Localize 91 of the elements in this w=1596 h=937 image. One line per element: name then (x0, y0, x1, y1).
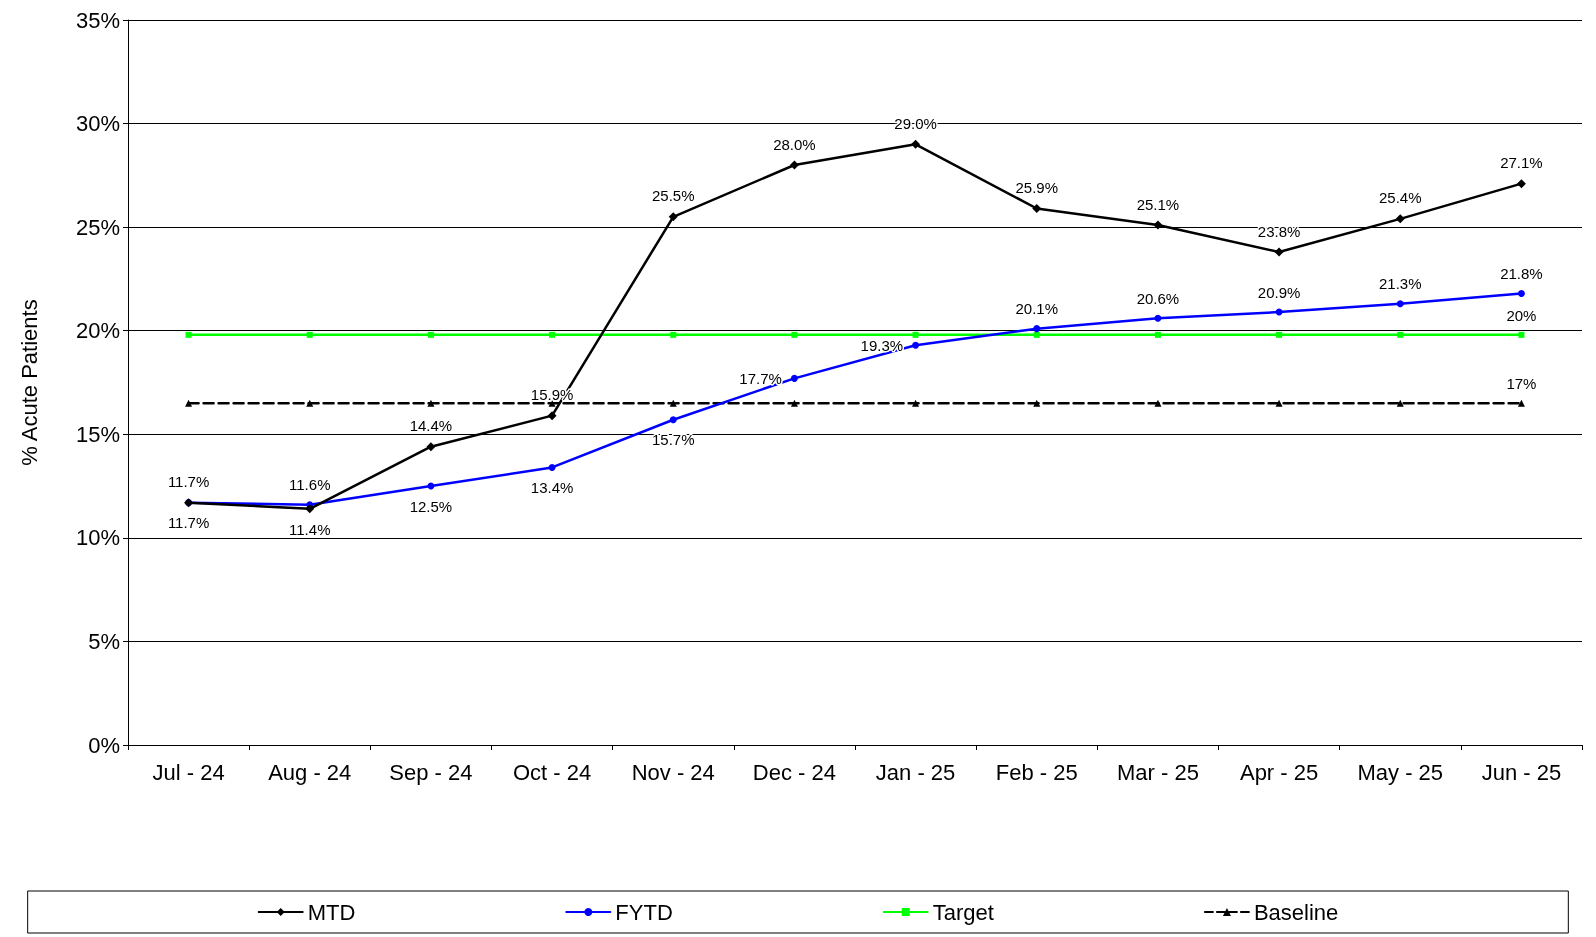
point (912, 399, 920, 407)
y-tick-label: 0% (88, 732, 120, 758)
point (790, 374, 798, 382)
data-label: 20.9% (1257, 283, 1301, 301)
data-label: 14.4% (409, 417, 453, 435)
point (1033, 325, 1041, 333)
point (1276, 331, 1283, 338)
data-label: 12.5% (409, 497, 453, 515)
y-axis-title: % Acute Patients (16, 299, 42, 466)
point (1154, 331, 1161, 338)
legend-label: FYTD (615, 899, 673, 925)
data-label: 21.3% (1378, 275, 1422, 293)
point (669, 399, 677, 407)
x-tick-label: Aug - 24 (268, 759, 352, 785)
data-label: 28.0% (773, 135, 816, 153)
data-label: 11.4% (289, 521, 331, 539)
y-tick-label: 20% (75, 318, 120, 344)
point (670, 331, 677, 338)
point (185, 331, 192, 338)
point (1395, 214, 1405, 224)
legend-label: MTD (307, 899, 356, 925)
data-label: 11.7% (167, 514, 210, 532)
point (1274, 247, 1284, 257)
point (548, 463, 556, 471)
data-label: 19.3% (860, 336, 904, 354)
point (1032, 204, 1042, 213)
point (427, 331, 434, 338)
x-tick-label: Oct - 24 (512, 759, 592, 785)
legend-label: Baseline (1253, 899, 1339, 925)
point (1275, 399, 1283, 407)
point (1396, 300, 1404, 308)
point (790, 399, 798, 407)
y-tick-label: 30% (75, 111, 120, 137)
y-tick-label: 25% (75, 214, 120, 240)
point (1516, 179, 1526, 189)
data-label: 25.1% (1136, 195, 1180, 213)
y-tick-label: 15% (75, 421, 120, 447)
data-label: 23.8% (1257, 222, 1301, 240)
point (791, 331, 798, 338)
data-label: 15.7% (651, 431, 695, 449)
data-label: 17.7% (739, 369, 782, 387)
data-label: 25.4% (1378, 189, 1422, 207)
data-label: 20% (1506, 306, 1537, 324)
data-label: 13.4% (530, 478, 574, 496)
data-label: 11.7% (167, 473, 210, 491)
point (669, 416, 677, 424)
data-label: 11.6% (289, 476, 331, 494)
y-tick-label: 10% (75, 525, 120, 551)
x-tick-label: Jul - 24 (152, 759, 225, 785)
point (427, 399, 435, 407)
point (1396, 399, 1404, 407)
x-tick-label: Apr - 25 (1239, 759, 1319, 785)
point (1033, 331, 1040, 338)
point (1154, 314, 1162, 322)
point (426, 442, 436, 452)
x-tick-label: Dec - 24 (752, 759, 836, 785)
point (306, 399, 314, 407)
data-label: 20.6% (1136, 289, 1180, 307)
x-tick-label: Jun - 25 (1481, 759, 1562, 785)
data-label: 17% (1506, 374, 1537, 392)
point (305, 504, 315, 514)
x-tick-label: Nov - 24 (631, 759, 715, 785)
x-tick-label: May - 25 (1357, 759, 1444, 785)
point (912, 331, 919, 338)
point (911, 139, 921, 149)
point (549, 331, 556, 338)
data-label: 25.5% (651, 187, 695, 205)
point (1154, 399, 1162, 407)
point (1517, 289, 1525, 297)
y-tick-label: 35% (75, 7, 120, 33)
point (789, 160, 799, 170)
point (1033, 399, 1041, 407)
point (1397, 331, 1404, 338)
point (668, 212, 678, 222)
point (547, 411, 557, 421)
point (912, 341, 920, 349)
data-label: 20.1% (1015, 300, 1059, 318)
point (185, 399, 193, 407)
x-tick-label: Feb - 25 (995, 759, 1078, 785)
point (1153, 220, 1163, 230)
point (1518, 331, 1525, 338)
legend-label: Target (932, 899, 994, 925)
x-tick-label: Sep - 24 (389, 759, 473, 785)
data-label: 21.8% (1500, 264, 1543, 282)
x-tick-label: Jan - 25 (875, 759, 956, 785)
x-tick-label: Mar - 25 (1116, 759, 1199, 785)
y-tick-label: 5% (88, 628, 120, 654)
point (306, 331, 313, 338)
data-label: 25.9% (1015, 179, 1059, 196)
point (1517, 399, 1525, 407)
data-label: 27.1% (1500, 154, 1543, 172)
